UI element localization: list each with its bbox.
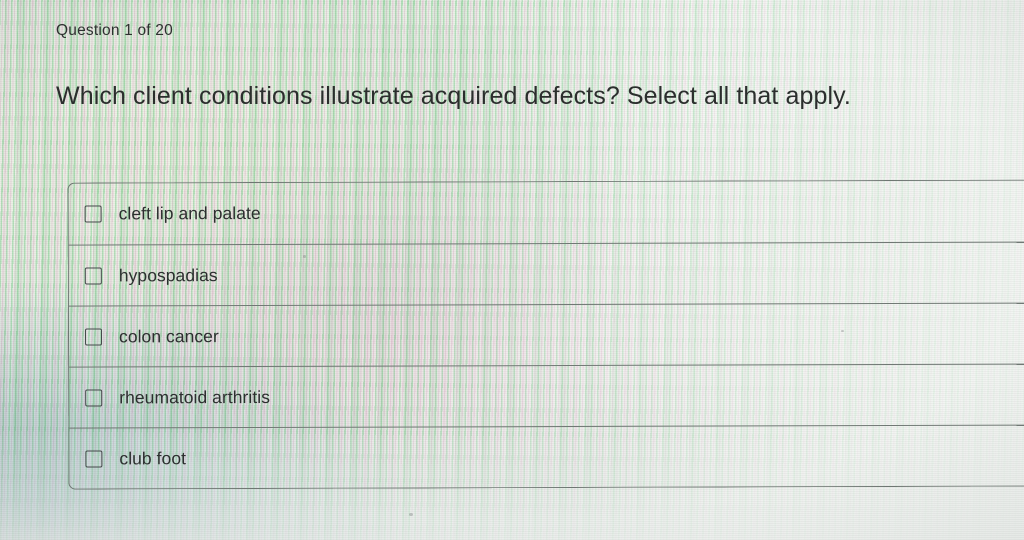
answer-option-1[interactable]: cleft lip and palate	[69, 180, 1024, 244]
answer-option-label-4: rheumatoid arthritis	[119, 386, 271, 407]
checkbox-icon-3[interactable]	[84, 327, 103, 346]
answer-option-label-1: cleft lip and palate	[118, 202, 261, 224]
answer-option-2[interactable]: hypospadias	[68, 241, 1024, 306]
checkbox-icon-4[interactable]	[85, 388, 103, 407]
answer-options-card: cleft lip and palate hypospadias colon c…	[67, 179, 1024, 490]
dust-speck	[303, 255, 306, 258]
question-counter: Question 1 of 20	[56, 22, 173, 39]
dust-speck	[841, 330, 844, 332]
checkbox-icon-1[interactable]	[84, 205, 102, 223]
checkbox-icon-2[interactable]	[84, 266, 102, 285]
question-text: Which client conditions illustrate acqui…	[56, 82, 851, 110]
checkbox-icon-5[interactable]	[85, 449, 103, 468]
answer-option-4[interactable]: rheumatoid arthritis	[69, 363, 1024, 428]
answer-option-label-5: club foot	[119, 447, 187, 468]
answer-option-label-2: hypospadias	[118, 264, 218, 285]
answer-option-5[interactable]: club foot	[69, 424, 1024, 489]
answer-option-3[interactable]: colon cancer	[68, 302, 1024, 367]
answer-option-label-3: colon cancer	[118, 325, 219, 346]
dust-speck	[409, 513, 413, 516]
